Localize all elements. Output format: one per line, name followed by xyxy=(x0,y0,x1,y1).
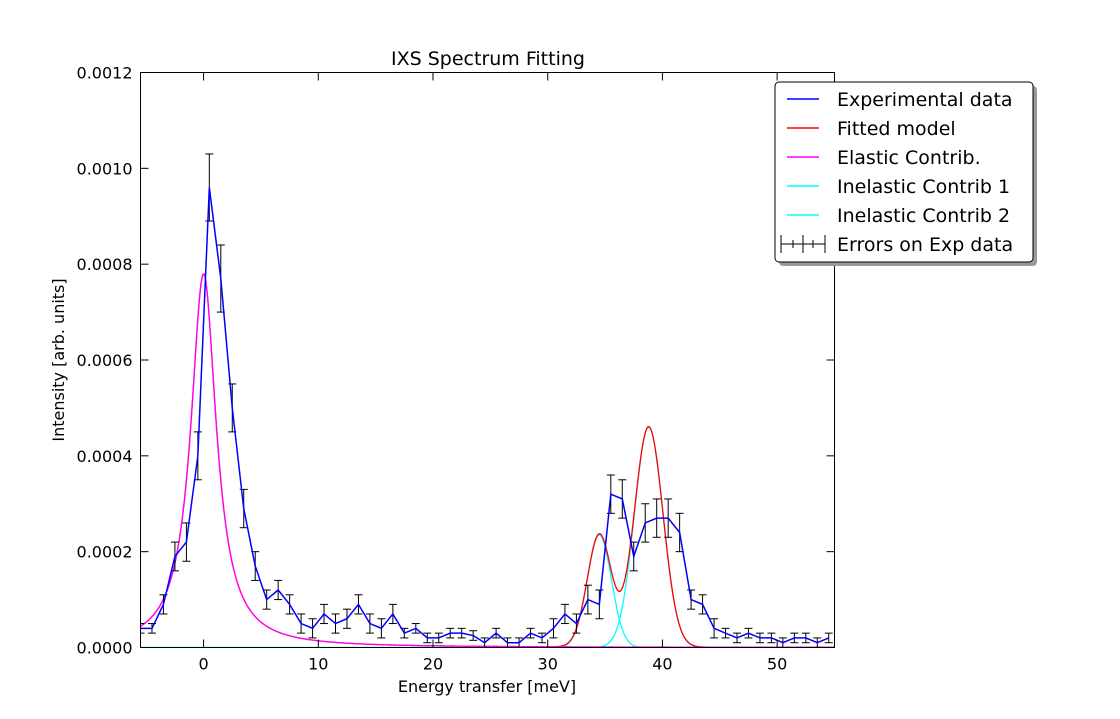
y-tick-label: 0.0012 xyxy=(77,64,133,83)
legend-label: Fitted model xyxy=(837,118,956,140)
legend: Experimental data Fitted model Elastic Con… xyxy=(774,81,1037,266)
y-tick-label: 0.0004 xyxy=(77,447,133,466)
legend-label: Inelastic Contrib 2 xyxy=(837,205,1010,227)
x-tick-label: 30 xyxy=(538,655,558,674)
y-axis: 0.0000 0.0002 0.0004 0.0006 0.0008 0.0010 0.00… xyxy=(77,64,835,658)
plot-area xyxy=(140,153,835,648)
experimental-data-line xyxy=(140,187,830,644)
legend-label: Errors on Exp data xyxy=(837,234,1013,256)
legend-label: Elastic Contrib. xyxy=(837,147,981,169)
chart-title: IXS Spectrum Fitting xyxy=(391,48,585,70)
x-axis-label: Energy transfer [meV] xyxy=(398,677,576,696)
legend-entry: Inelastic Contrib 2 xyxy=(787,205,1010,227)
inelastic-contrib-1-line xyxy=(140,534,835,648)
y-tick-label: 0.0010 xyxy=(77,159,133,178)
legend-box xyxy=(774,81,1034,263)
y-tick-label: 0.0008 xyxy=(77,255,133,274)
legend-label: Experimental data xyxy=(837,89,1013,111)
y-tick-label: 0.0006 xyxy=(77,351,133,370)
x-tick-label: 40 xyxy=(652,655,672,674)
legend-entry: Experimental data xyxy=(787,89,1013,111)
x-tick-label: 0 xyxy=(198,655,208,674)
y-tick-label: 0.0002 xyxy=(77,543,133,562)
elastic-contrib-line xyxy=(140,273,835,648)
y-axis-label: Intensity [arb. units] xyxy=(49,278,68,441)
plot-frame xyxy=(140,72,835,648)
x-tick-label: 50 xyxy=(767,655,787,674)
legend-label: Inelastic Contrib 1 xyxy=(837,176,1010,198)
y-tick-label: 0.0000 xyxy=(77,639,133,658)
legend-entry: Elastic Contrib. xyxy=(787,147,981,169)
x-tick-label: 10 xyxy=(308,655,328,674)
legend-entry: Errors on Exp data xyxy=(780,234,1013,256)
error-bar xyxy=(140,623,145,634)
x-tick-label: 20 xyxy=(423,655,443,674)
fitted-model-line xyxy=(140,273,835,648)
x-axis: 0 10 20 30 40 50 xyxy=(198,72,787,674)
legend-entry: Fitted model xyxy=(787,118,956,140)
inelastic-contrib-2-line xyxy=(140,426,835,648)
error-bar xyxy=(824,632,833,644)
legend-entry: Inelastic Contrib 1 xyxy=(787,176,1010,198)
